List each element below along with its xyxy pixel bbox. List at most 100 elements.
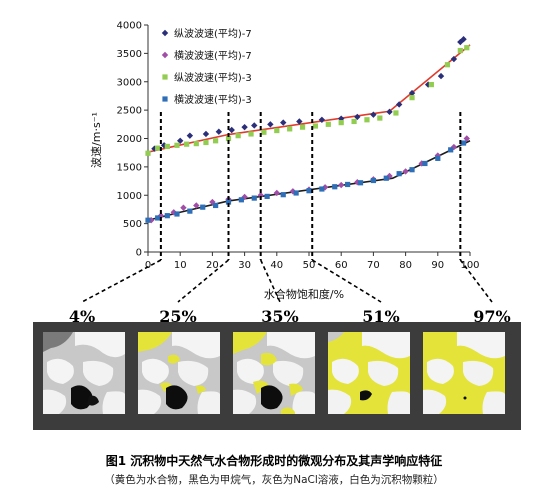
fit-lines	[147, 44, 471, 221]
data-point	[209, 198, 216, 206]
legend-marker	[162, 74, 168, 80]
x-tick-label: 10	[174, 260, 187, 271]
data-point	[395, 101, 403, 108]
x-tick-label: 50	[303, 260, 316, 271]
data-point	[241, 123, 248, 131]
data-point	[450, 55, 458, 63]
figure-caption-title: 图1 沉积物中天然气水合物形成时的微观分布及其声学响应特征	[105, 454, 443, 468]
legend-marker	[162, 96, 168, 102]
legend-marker	[161, 29, 169, 37]
data-point	[164, 143, 170, 150]
data-point	[213, 202, 219, 209]
legend-marker	[161, 51, 169, 59]
data-point	[318, 116, 326, 123]
legend: 纵波波速(平均)-7 横波波速(平均)-7 纵波波速(平均)-3 横波波速(平均)-3	[161, 27, 252, 106]
data-point	[164, 213, 170, 219]
legend-entry: 横波波速(平均)-3	[174, 93, 252, 106]
legend-entry: 纵波波速(平均)-3	[174, 71, 252, 84]
data-point	[261, 129, 267, 135]
guide-connector	[259, 259, 281, 303]
data-point	[264, 193, 270, 199]
micro-image-4pct	[43, 332, 125, 414]
micro-image-97pct	[423, 332, 505, 414]
data-point	[287, 126, 293, 132]
data-point	[463, 135, 470, 142]
data-point	[184, 141, 190, 147]
data-point	[437, 72, 445, 80]
figure-caption-note: （黄色为水合物，黑色为甲烷气，灰色为NaCl溶液，白色为沉积物颗粒）	[104, 474, 444, 486]
data-point	[289, 188, 297, 195]
saturation-label: 97%	[473, 307, 510, 326]
data-point	[357, 180, 364, 186]
data-point	[274, 127, 280, 134]
data-point	[370, 111, 377, 118]
guide-connector	[459, 259, 493, 303]
data-point	[457, 38, 464, 46]
x-tick-label: 30	[238, 260, 251, 271]
x-axis-label: 水合物饱和度/%	[264, 287, 344, 301]
data-point	[251, 195, 257, 201]
data-point	[200, 204, 206, 210]
data-point	[402, 168, 409, 175]
data-point	[383, 175, 389, 181]
data-point	[299, 124, 306, 130]
y-axis-label: 波速/m·s⁻¹	[90, 112, 103, 168]
data-point	[238, 197, 244, 203]
data-point	[186, 132, 194, 139]
y-tick-label: 3500	[117, 49, 142, 60]
data-point	[325, 121, 331, 127]
data-point	[257, 192, 264, 199]
legend-entry: 纵波波速(平均)-7	[174, 27, 252, 40]
y-tick-label: 1500	[117, 162, 142, 173]
microstructure-image-strip	[33, 322, 521, 430]
x-tick-label: 80	[399, 260, 412, 271]
data-point	[448, 147, 454, 153]
data-point	[177, 137, 184, 144]
x-tick-label: 100	[460, 260, 479, 271]
data-point	[151, 145, 158, 152]
data-point	[145, 150, 151, 156]
x-tick-label: 90	[431, 260, 444, 271]
data-point	[332, 184, 338, 190]
x-tick-label: 70	[367, 260, 380, 271]
y-tick-label: 3000	[117, 77, 142, 88]
guide-connector	[81, 259, 162, 303]
data-point	[155, 215, 161, 221]
data-point	[338, 120, 344, 126]
data-point	[409, 95, 415, 101]
wave-velocity-chart: 0 500 1000 1500 2000 2500 3000 3500 4000 0 10 20 30 4…	[69, 21, 511, 327]
data-point	[435, 155, 441, 161]
data-point	[460, 35, 467, 43]
y-tick-label: 1000	[117, 191, 142, 202]
micro-image-25pct	[138, 332, 220, 414]
data-point	[155, 145, 161, 151]
data-point	[460, 140, 467, 146]
data-point	[370, 177, 376, 184]
data-point	[444, 62, 451, 68]
saturation-label: 25%	[159, 307, 196, 326]
data-point	[248, 131, 254, 137]
data-point	[225, 135, 232, 142]
data-point	[145, 217, 151, 223]
saturation-guide-lines	[81, 112, 493, 303]
data-point	[428, 81, 434, 88]
y-tick-label: 500	[123, 219, 142, 230]
y-tick-label: 2500	[117, 106, 142, 117]
data-point	[193, 141, 199, 147]
data-point	[174, 142, 180, 148]
data-point	[457, 47, 463, 54]
data-point	[354, 113, 361, 121]
y-tick-label: 2000	[117, 134, 142, 145]
data-point	[306, 188, 312, 194]
data-point	[464, 45, 470, 51]
data-point	[422, 160, 428, 167]
data-point	[225, 199, 232, 205]
data-point	[180, 204, 187, 211]
x-tick-label: 20	[206, 260, 219, 271]
data-point	[213, 138, 219, 144]
data-point	[377, 115, 383, 121]
data-point	[280, 119, 287, 126]
saturation-label: 4%	[69, 307, 95, 326]
data-point	[148, 217, 155, 224]
saturation-label: 35%	[261, 307, 298, 326]
